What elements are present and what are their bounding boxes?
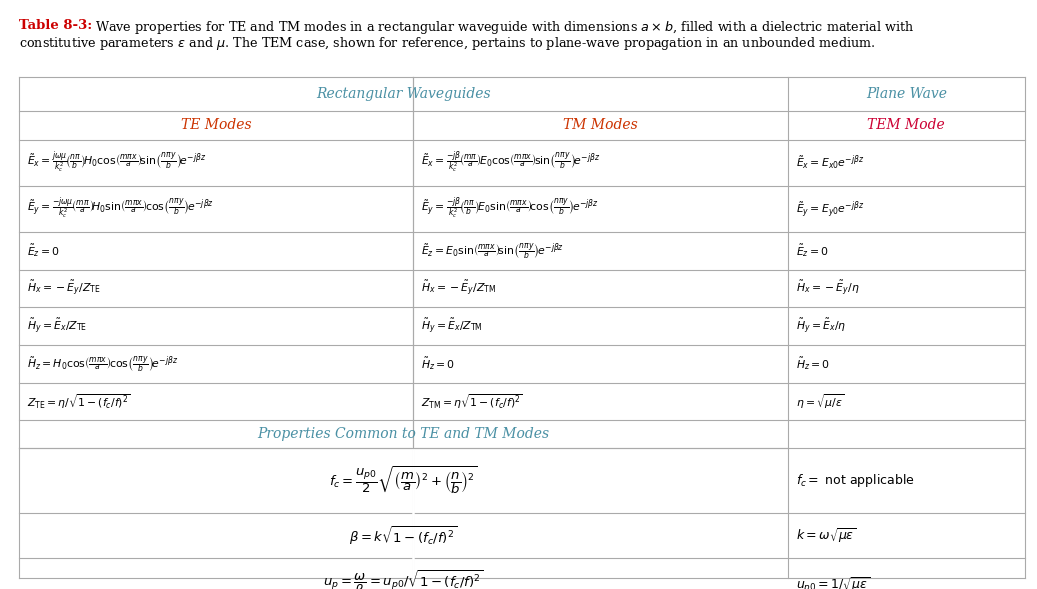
Text: $f_c = $ not applicable: $f_c = $ not applicable — [796, 472, 916, 489]
Text: $\tilde{H}_z = 0$: $\tilde{H}_z = 0$ — [796, 355, 831, 372]
Text: $\tilde{H}_x = -\tilde{E}_y/Z_{\mathrm{TM}}$: $\tilde{H}_x = -\tilde{E}_y/Z_{\mathrm{T… — [421, 279, 497, 299]
Text: $f_c = \dfrac{u_{p0}}{2}\sqrt{\left(\dfrac{m}{a}\right)^2 + \left(\dfrac{n}{b}\r: $f_c = \dfrac{u_{p0}}{2}\sqrt{\left(\dfr… — [329, 465, 478, 497]
Text: $k = \omega\sqrt{\mu\varepsilon}$: $k = \omega\sqrt{\mu\varepsilon}$ — [796, 527, 857, 545]
Text: TE Modes: TE Modes — [180, 118, 251, 133]
Text: $\tilde{H}_y = \tilde{E}_x/\eta$: $\tilde{H}_y = \tilde{E}_x/\eta$ — [796, 316, 847, 336]
Text: $\tilde{E}_x = \frac{j\omega\mu}{k_c^2}\!\left(\frac{n\pi}{b}\right)\!H_0\cos\!\: $\tilde{E}_x = \frac{j\omega\mu}{k_c^2}\… — [27, 150, 206, 176]
Text: $\tilde{H}_y = \tilde{E}_x/Z_{\mathrm{TM}}$: $\tilde{H}_y = \tilde{E}_x/Z_{\mathrm{TM… — [421, 316, 483, 336]
Text: $Z_{\mathrm{TE}} = \eta/\sqrt{1-(f_c/f)^2}$: $Z_{\mathrm{TE}} = \eta/\sqrt{1-(f_c/f)^… — [27, 392, 131, 411]
Text: Wave properties for TE and TM modes in a rectangular waveguide with dimensions $: Wave properties for TE and TM modes in a… — [95, 19, 915, 36]
Text: $\tilde{E}_z = E_0\sin\!\left(\frac{m\pi x}{a}\right)\!\sin\!\left(\frac{n\pi y}: $\tilde{E}_z = E_0\sin\!\left(\frac{m\pi… — [421, 241, 564, 261]
Text: $\tilde{E}_z = 0$: $\tilde{E}_z = 0$ — [796, 243, 830, 259]
Text: $u_{p0} = 1/\sqrt{\mu\varepsilon}$: $u_{p0} = 1/\sqrt{\mu\varepsilon}$ — [796, 575, 871, 589]
Text: Plane Wave: Plane Wave — [866, 87, 947, 101]
Text: $\tilde{H}_z = 0$: $\tilde{H}_z = 0$ — [421, 355, 455, 372]
Text: TEM Mode: TEM Mode — [868, 118, 946, 133]
Text: $\tilde{E}_y = \frac{-j\omega\mu}{k_c^2}\!\left(\frac{m\pi}{a}\right)\!H_0\sin\!: $\tilde{E}_y = \frac{-j\omega\mu}{k_c^2}… — [27, 196, 214, 222]
Text: $\tilde{H}_z = H_0\cos\!\left(\frac{m\pi x}{a}\right)\!\cos\!\left(\frac{n\pi y}: $\tilde{H}_z = H_0\cos\!\left(\frac{m\pi… — [27, 354, 178, 373]
Text: Rectangular Waveguides: Rectangular Waveguides — [316, 87, 491, 101]
Text: Properties Common to TE and TM Modes: Properties Common to TE and TM Modes — [257, 427, 550, 441]
Text: constitutive parameters $\varepsilon$ and $\mu$. The TEM case, shown for referen: constitutive parameters $\varepsilon$ an… — [19, 35, 875, 52]
Text: $Z_{\mathrm{TM}} = \eta\sqrt{1-(f_c/f)^2}$: $Z_{\mathrm{TM}} = \eta\sqrt{1-(f_c/f)^2… — [421, 392, 523, 411]
Text: $\tilde{H}_x = -\tilde{E}_y/\eta$: $\tilde{H}_x = -\tilde{E}_y/\eta$ — [796, 279, 861, 299]
Text: $\tilde{E}_y = E_{y0}e^{-j\beta z}$: $\tilde{E}_y = E_{y0}e^{-j\beta z}$ — [796, 199, 865, 219]
Text: $\tilde{H}_x = -\tilde{E}_y/Z_{\mathrm{TE}}$: $\tilde{H}_x = -\tilde{E}_y/Z_{\mathrm{T… — [27, 279, 101, 299]
Text: $\tilde{E}_z = 0$: $\tilde{E}_z = 0$ — [27, 243, 60, 259]
Text: $\tilde{E}_x = E_{x0}e^{-j\beta z}$: $\tilde{E}_x = E_{x0}e^{-j\beta z}$ — [796, 154, 865, 171]
Text: $u_p = \dfrac{\omega}{\beta} = u_{p0}/\sqrt{1-(f_c/f)^2}$: $u_p = \dfrac{\omega}{\beta} = u_{p0}/\s… — [324, 569, 483, 589]
Text: TM Modes: TM Modes — [563, 118, 638, 133]
Text: $\beta = k\sqrt{1-(f_c/f)^2}$: $\beta = k\sqrt{1-(f_c/f)^2}$ — [349, 524, 457, 547]
Text: Table 8-3:: Table 8-3: — [19, 19, 92, 32]
Text: $\eta = \sqrt{\mu/\varepsilon}$: $\eta = \sqrt{\mu/\varepsilon}$ — [796, 392, 845, 411]
Text: $\tilde{E}_y = \frac{-j\beta}{k_c^2}\!\left(\frac{n\pi}{b}\right)\!E_0\sin\!\lef: $\tilde{E}_y = \frac{-j\beta}{k_c^2}\!\l… — [421, 196, 599, 222]
Text: $\tilde{E}_x = \frac{-j\beta}{k_c^2}\!\left(\frac{m\pi}{a}\right)\!E_0\cos\!\lef: $\tilde{E}_x = \frac{-j\beta}{k_c^2}\!\l… — [421, 150, 600, 176]
Text: $\tilde{H}_y = \tilde{E}_x/Z_{\mathrm{TE}}$: $\tilde{H}_y = \tilde{E}_x/Z_{\mathrm{TE… — [27, 316, 87, 336]
